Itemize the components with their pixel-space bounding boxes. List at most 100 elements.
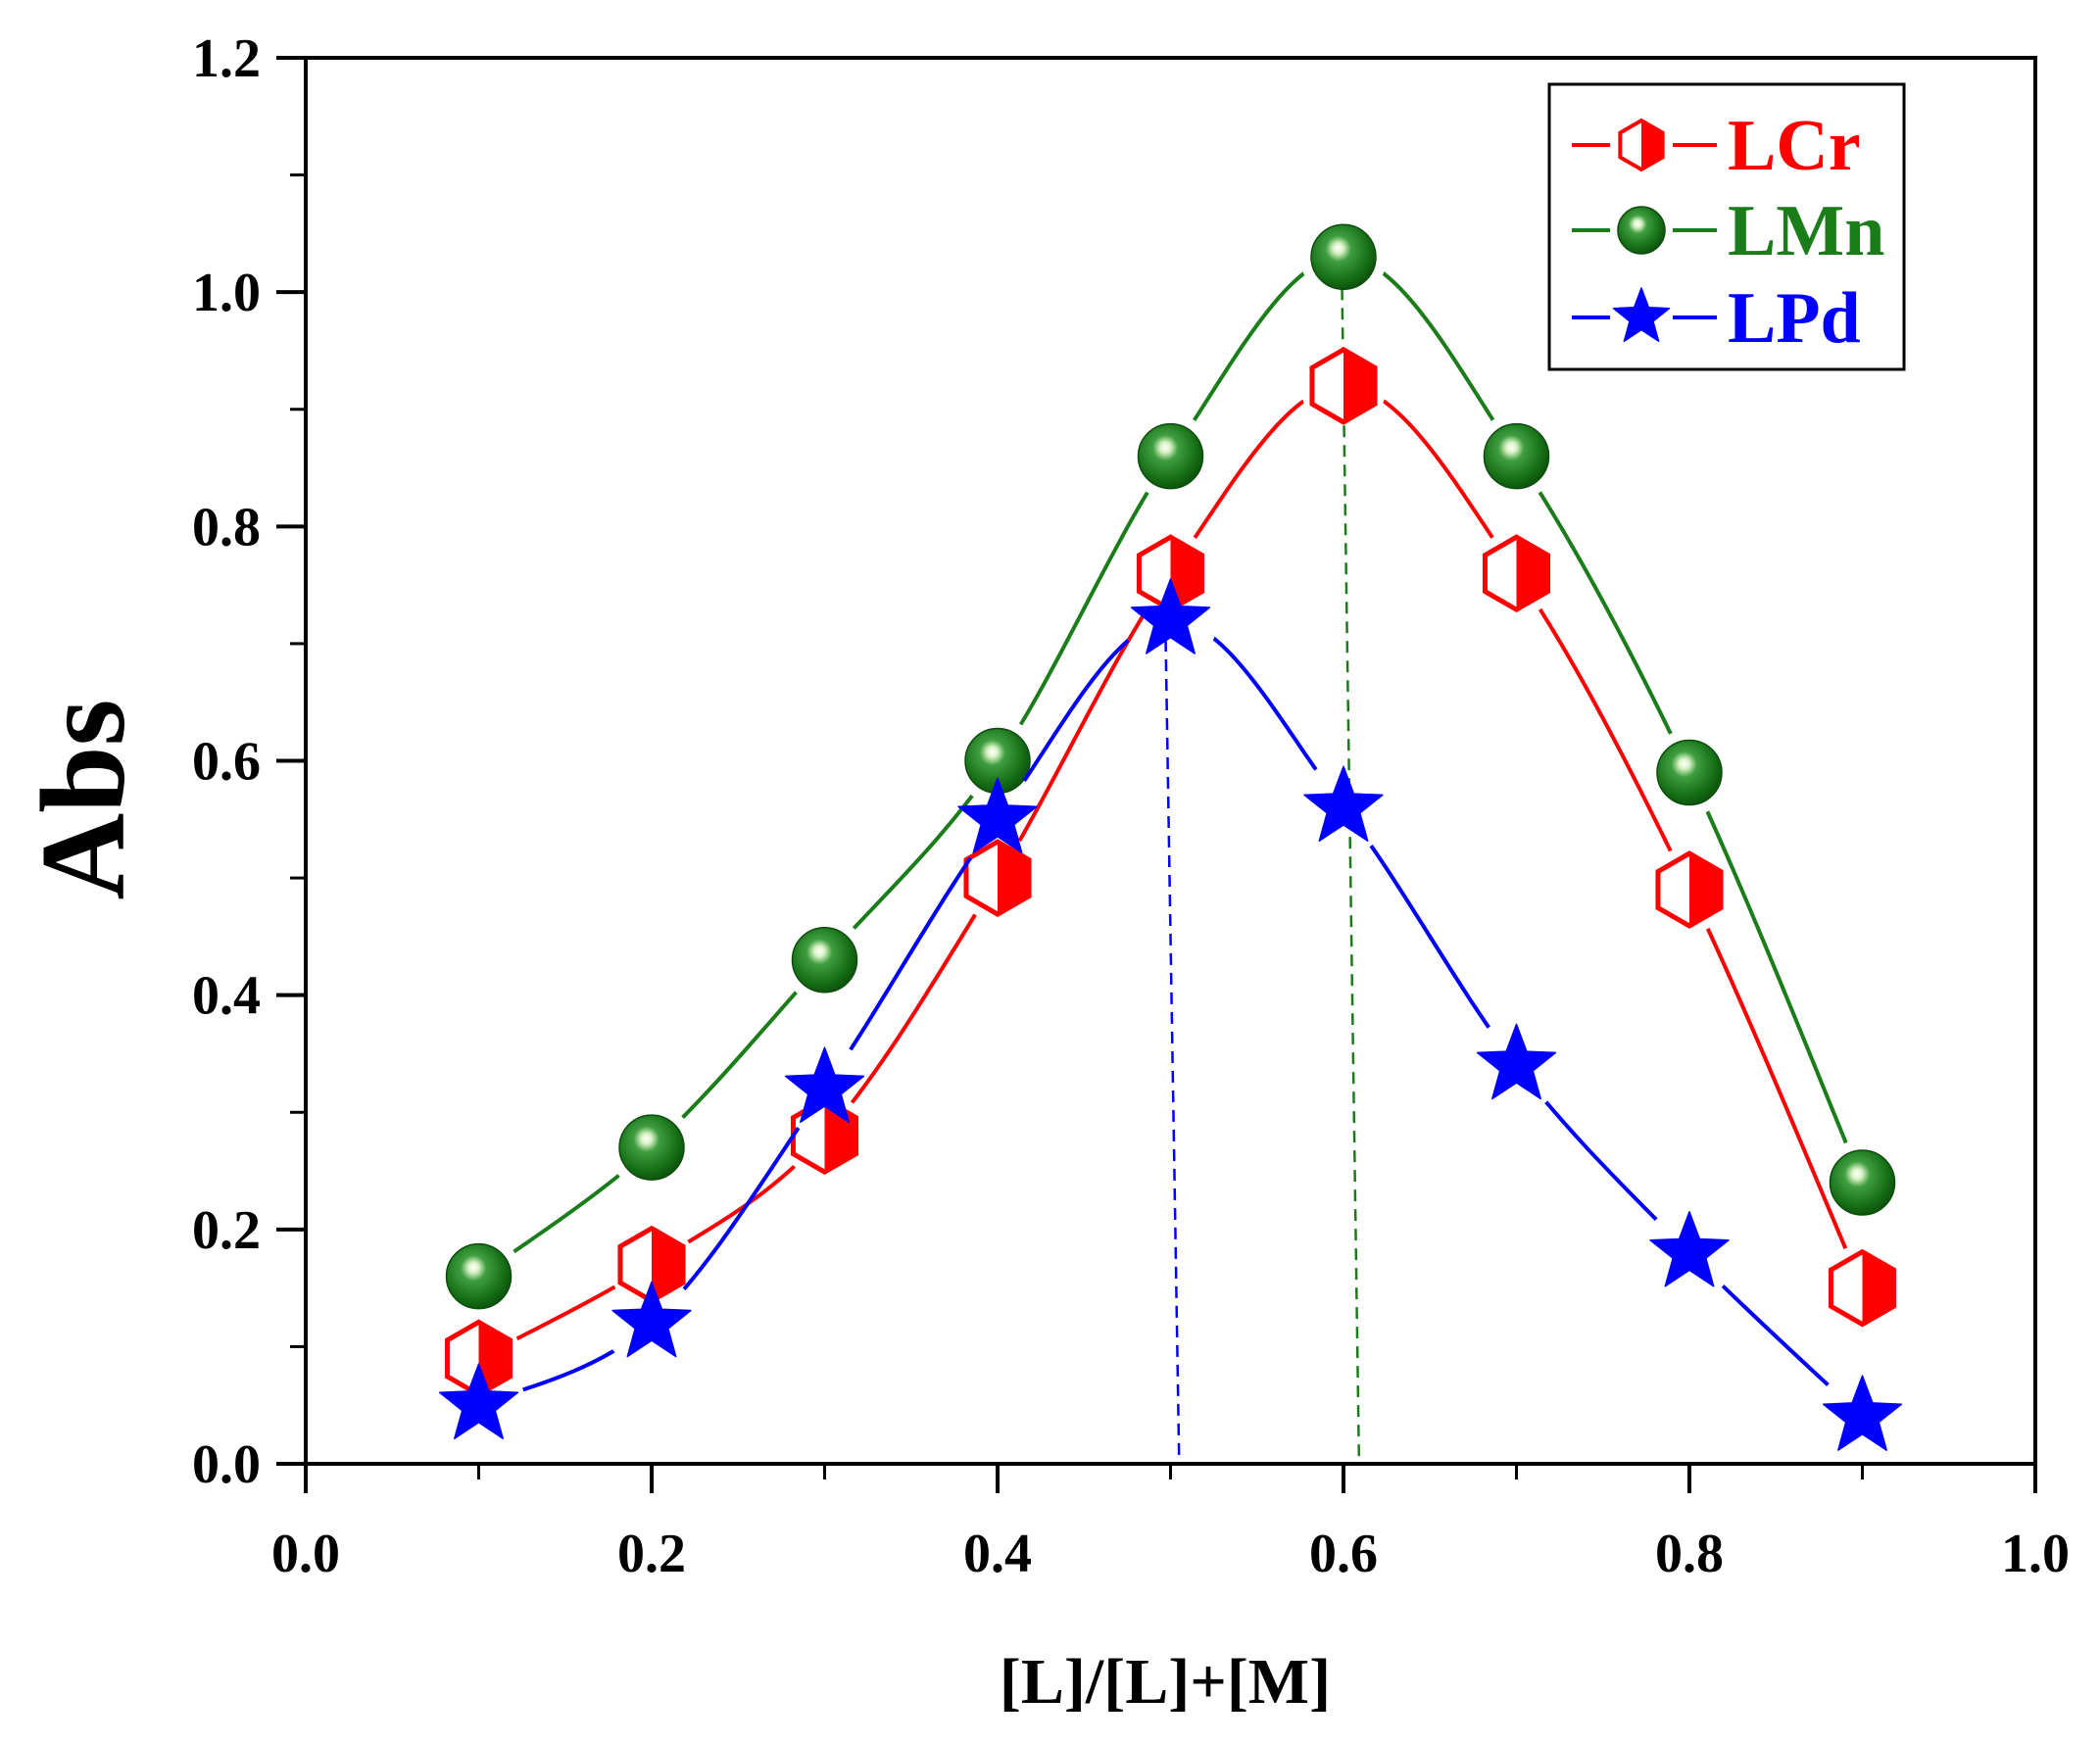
lmn-point: [1829, 1149, 1896, 1216]
legend-lcr-label: LCr: [1728, 106, 1861, 186]
y-tick-label: 1.2: [192, 28, 261, 89]
marker-filled-half: [998, 842, 1030, 915]
lmn-point: [1137, 422, 1204, 490]
lpd-point: [438, 1363, 519, 1439]
lcr-point: [1309, 346, 1378, 425]
lpd-line: [477, 617, 1864, 1419]
legend-item-lcr: LCr: [1572, 106, 1861, 186]
lmn-point: [1310, 223, 1377, 291]
lmn-dropline: [1340, 268, 1361, 1465]
marker-filled-half: [1343, 349, 1376, 422]
marker-sphere: [1310, 223, 1377, 291]
lmn-series: [445, 223, 1896, 1310]
lpd-series: [438, 578, 1903, 1451]
legend-lpd-label: LPd: [1728, 278, 1861, 359]
marker-filled-half: [1516, 537, 1548, 610]
lpd-point: [1476, 1023, 1557, 1100]
marker-open-half: [1485, 537, 1517, 610]
marker-sphere: [1617, 206, 1666, 255]
lcr-series: [444, 346, 1897, 1398]
lpd-point: [957, 777, 1038, 854]
marker-sphere: [1137, 422, 1204, 490]
y-axis-label: Abs: [16, 699, 150, 899]
marker-open-half: [1831, 1251, 1863, 1325]
marker-open-half: [1657, 853, 1689, 927]
lcr-point: [1655, 850, 1724, 929]
marker-filled-half: [1689, 853, 1722, 927]
lpd-point: [611, 1281, 692, 1358]
marker-star: [1822, 1375, 1903, 1451]
marker-open-half: [1311, 349, 1343, 422]
y-tick-label: 1.0: [192, 263, 261, 323]
marker-star: [1612, 287, 1671, 343]
marker-star: [1476, 1023, 1557, 1100]
x-axis-label: [L]/[L]+[M]: [1000, 1646, 1331, 1718]
lmn-point: [791, 927, 858, 994]
lpd-point: [1303, 765, 1384, 843]
lmn-point: [1656, 739, 1723, 806]
marker-outline: [1482, 534, 1551, 613]
lpd-point: [1822, 1375, 1903, 1451]
y-tick-label: 0.0: [192, 1434, 261, 1495]
y-tick-label: 0.2: [192, 1200, 261, 1261]
marker-sphere: [1829, 1149, 1896, 1216]
marker-open-half: [965, 842, 998, 915]
legend-lcr-marker: [1618, 118, 1665, 172]
marker-outline: [1655, 850, 1724, 929]
marker-filled-half: [478, 1322, 511, 1395]
legend-item-lpd: LPd: [1572, 278, 1861, 359]
lcr-point: [1482, 534, 1551, 613]
marker-open-half: [1139, 537, 1171, 610]
marker-star: [1130, 578, 1211, 654]
marker-star: [784, 1046, 865, 1124]
x-tick-label: 0.4: [963, 1524, 1032, 1584]
marker-sphere: [1656, 739, 1723, 806]
marker-filled-half: [1170, 537, 1202, 610]
marker-filled-half: [1641, 121, 1663, 170]
axes: 0.0 0.2 0.4 0.6 0.8 1.0 1.2 0.0 0.2 0.4 0.6 0.8 1.0: [192, 28, 2070, 1584]
marker-outline: [963, 839, 1032, 917]
marker-sphere: [1483, 422, 1550, 490]
marker-sphere: [618, 1114, 685, 1181]
marker-star: [438, 1363, 519, 1439]
legend-box: [1547, 82, 1906, 371]
marker-outline: [1618, 118, 1665, 172]
lpd-dropline: [1163, 619, 1181, 1465]
marker-sphere: [791, 927, 858, 994]
lpd-point: [1130, 578, 1211, 654]
marker-outline: [1309, 346, 1378, 425]
marker-open-half: [619, 1228, 652, 1301]
y-tick-label: 0.4: [192, 966, 261, 1027]
lcr-point: [1828, 1248, 1897, 1328]
series-layer: [438, 223, 1903, 1451]
y-tick-label: 0.6: [192, 732, 261, 793]
x-tick-label: 0.2: [617, 1524, 686, 1584]
lmn-point: [445, 1242, 513, 1310]
legend-item-lmn: LMn: [1572, 191, 1884, 271]
lcr-line: [477, 383, 1865, 1361]
lmn-line: [477, 255, 1865, 1279]
marker-star: [1303, 765, 1384, 843]
legend-lpd-marker: [1612, 287, 1671, 343]
x-tick-label: 0.6: [1309, 1524, 1378, 1584]
lcr-point: [963, 839, 1032, 917]
legend-lmn-label: LMn: [1728, 191, 1884, 271]
marker-sphere: [445, 1242, 513, 1310]
marker-open-half: [447, 1322, 479, 1395]
marker-filled-half: [1862, 1251, 1894, 1325]
marker-outline: [1828, 1248, 1897, 1328]
marker-open-half: [1620, 121, 1641, 170]
lpd-point: [784, 1046, 865, 1124]
x-tick-label: 0.8: [1655, 1524, 1724, 1584]
lcr-point: [790, 1096, 859, 1176]
marker-filled-half: [652, 1228, 684, 1301]
marker-star: [957, 777, 1038, 854]
lmn-point: [618, 1114, 685, 1181]
lpd-point: [1649, 1211, 1730, 1287]
lcr-point: [617, 1225, 686, 1304]
legend-lmn-marker: [1617, 206, 1666, 255]
dropline-layer: [1163, 268, 1361, 1465]
x-tick-label: 0.0: [271, 1524, 340, 1584]
